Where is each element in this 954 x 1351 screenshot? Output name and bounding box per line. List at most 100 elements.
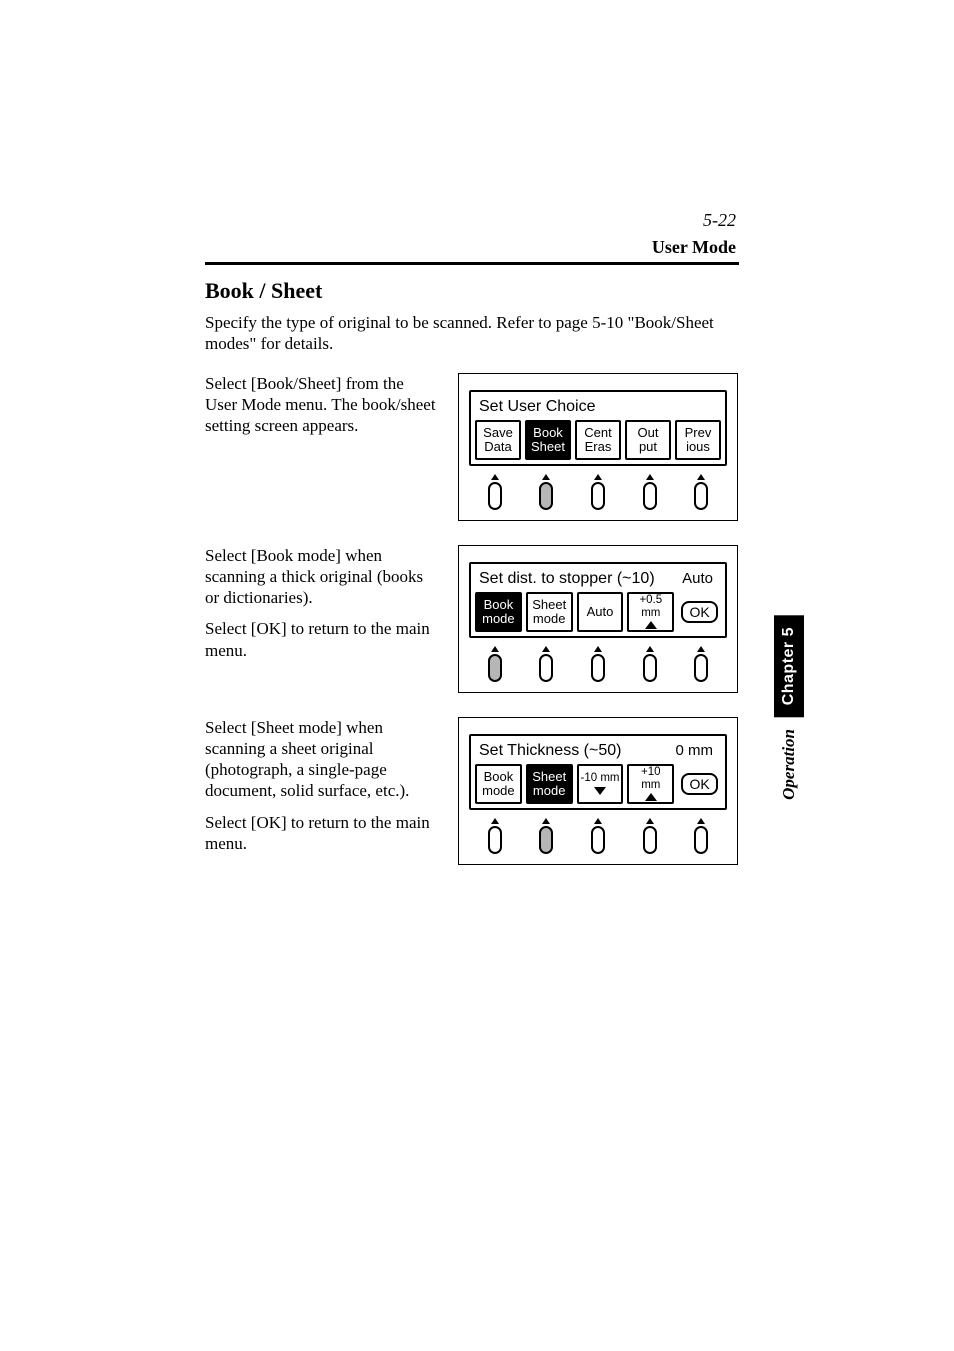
- softkey-3[interactable]: -10 mm: [577, 764, 624, 804]
- block-2-paragraph-2: Select [OK] to return to the main menu.: [205, 618, 440, 661]
- block-2-paragraph-1: Select [Book mode] when scanning a thick…: [205, 545, 440, 609]
- indicator-triangle-icon: [491, 474, 499, 480]
- softkey-label-line1: Auto: [587, 605, 614, 619]
- indicator-triangle-icon: [697, 474, 705, 480]
- physical-button-row: [469, 474, 727, 510]
- indicator-triangle-icon: [542, 818, 550, 824]
- softkey-label-line1: Save: [483, 426, 513, 440]
- softkey-1[interactable]: Bookmode: [475, 764, 522, 804]
- physical-button-col: [626, 474, 674, 510]
- physical-button[interactable]: [539, 654, 553, 682]
- physical-button[interactable]: [643, 826, 657, 854]
- lcd-title: Set Thickness (~50): [479, 742, 621, 760]
- lcd-screen-2: Set dist. to stopper (~10) Auto Bookmode…: [469, 562, 727, 638]
- softkey-4[interactable]: +10 mm: [627, 764, 674, 804]
- softkey-5[interactable]: Previous: [675, 420, 721, 460]
- physical-button[interactable]: [488, 826, 502, 854]
- indicator-triangle-icon: [594, 474, 602, 480]
- softkey-2[interactable]: Sheetmode: [526, 592, 573, 632]
- indicator-triangle-icon: [594, 646, 602, 652]
- softkey-label-line2: Sheet: [531, 440, 565, 454]
- softkey-label: +10 mm: [630, 766, 671, 790]
- softkey-label-line2: put: [639, 440, 657, 454]
- physical-button[interactable]: [488, 482, 502, 510]
- softkey-4[interactable]: Output: [625, 420, 671, 460]
- chapter-tab: Chapter 5: [774, 615, 804, 717]
- block-1-text: Select [Book/Sheet] from the User Mode m…: [205, 373, 440, 521]
- lcd-softkey-row: SaveDataBookSheetCentErasOutputPrevious: [475, 420, 721, 460]
- softkey-label-line2: mode: [482, 612, 515, 626]
- header-rule: [205, 262, 739, 265]
- softkey-label-line2: mode: [533, 612, 566, 626]
- softkey-label-line1: Cent: [584, 426, 611, 440]
- ok-pill: OK: [681, 601, 717, 623]
- indicator-triangle-icon: [646, 818, 654, 824]
- page-number: 5-22: [703, 210, 736, 231]
- physical-button[interactable]: [643, 654, 657, 682]
- physical-button[interactable]: [694, 482, 708, 510]
- block-1: Select [Book/Sheet] from the User Mode m…: [205, 373, 739, 521]
- lcd-title-row: Set dist. to stopper (~10) Auto: [475, 568, 721, 590]
- indicator-triangle-icon: [542, 646, 550, 652]
- block-3-paragraph-1: Select [Sheet mode] when scanning a shee…: [205, 717, 440, 802]
- softkey-2[interactable]: Sheetmode: [526, 764, 573, 804]
- softkey-label-line1: Prev: [685, 426, 712, 440]
- physical-button[interactable]: [694, 826, 708, 854]
- block-3-text: Select [Sheet mode] when scanning a shee…: [205, 717, 440, 865]
- indicator-triangle-icon: [646, 646, 654, 652]
- lcd-softkey-row: BookmodeSheetmode-10 mm+10 mmOK: [475, 764, 721, 804]
- lcd-title: Set dist. to stopper (~10): [479, 570, 655, 588]
- softkey-label-line2: ious: [686, 440, 710, 454]
- section-title: Book / Sheet: [205, 278, 739, 304]
- physical-button-col: [626, 646, 674, 682]
- softkey-label-line2: Eras: [585, 440, 612, 454]
- physical-button[interactable]: [539, 482, 553, 510]
- softkey-label-line1: Sheet: [532, 770, 566, 784]
- indicator-triangle-icon: [491, 646, 499, 652]
- indicator-triangle-icon: [697, 818, 705, 824]
- softkey-1[interactable]: SaveData: [475, 420, 521, 460]
- physical-button[interactable]: [694, 654, 708, 682]
- softkey-3[interactable]: CentEras: [575, 420, 621, 460]
- lcd-title-row: Set User Choice: [475, 396, 721, 418]
- ok-pill: OK: [681, 773, 717, 795]
- softkey-label-line2: mode: [482, 784, 515, 798]
- lcd-title: Set User Choice: [479, 398, 596, 416]
- physical-button[interactable]: [539, 826, 553, 854]
- physical-button-col: [523, 818, 571, 854]
- lcd-right-value: Auto: [682, 570, 717, 587]
- physical-button[interactable]: [643, 482, 657, 510]
- lcd-panel-1: Set User Choice SaveDataBookSheetCentEra…: [458, 373, 738, 521]
- document-page: 5-22 User Mode Book / Sheet Specify the …: [0, 0, 954, 1351]
- softkey-3[interactable]: Auto: [577, 592, 624, 632]
- section-tab: Operation: [779, 729, 799, 800]
- softkey-1[interactable]: Bookmode: [475, 592, 522, 632]
- softkey-label-line1: Book: [484, 770, 514, 784]
- lcd-panel-3: Set Thickness (~50) 0 mm BookmodeSheetmo…: [458, 717, 738, 865]
- physical-button-row: [469, 818, 727, 854]
- physical-button[interactable]: [591, 826, 605, 854]
- softkey-5[interactable]: OK: [678, 764, 721, 804]
- physical-button-col: [677, 474, 725, 510]
- physical-button-col: [574, 818, 622, 854]
- physical-button[interactable]: [591, 654, 605, 682]
- physical-button-col: [677, 818, 725, 854]
- physical-button[interactable]: [591, 482, 605, 510]
- indicator-triangle-icon: [542, 474, 550, 480]
- side-tab: Chapter 5 Operation: [774, 615, 804, 800]
- softkey-5[interactable]: OK: [678, 592, 721, 632]
- content-area: Book / Sheet Specify the type of origina…: [205, 278, 739, 889]
- softkey-label-line1: Book: [484, 598, 514, 612]
- physical-button-col: [471, 646, 519, 682]
- softkey-label: -10 mm: [581, 772, 620, 784]
- block-3-paragraph-2: Select [OK] to return to the main menu.: [205, 812, 440, 855]
- indicator-triangle-icon: [646, 474, 654, 480]
- indicator-triangle-icon: [491, 818, 499, 824]
- lcd-screen-1: Set User Choice SaveDataBookSheetCentEra…: [469, 390, 727, 466]
- softkey-4[interactable]: +0.5 mm: [627, 592, 674, 632]
- physical-button-row: [469, 646, 727, 682]
- physical-button[interactable]: [488, 654, 502, 682]
- softkey-label-line2: mode: [533, 784, 566, 798]
- softkey-2[interactable]: BookSheet: [525, 420, 571, 460]
- block-2-text: Select [Book mode] when scanning a thick…: [205, 545, 440, 693]
